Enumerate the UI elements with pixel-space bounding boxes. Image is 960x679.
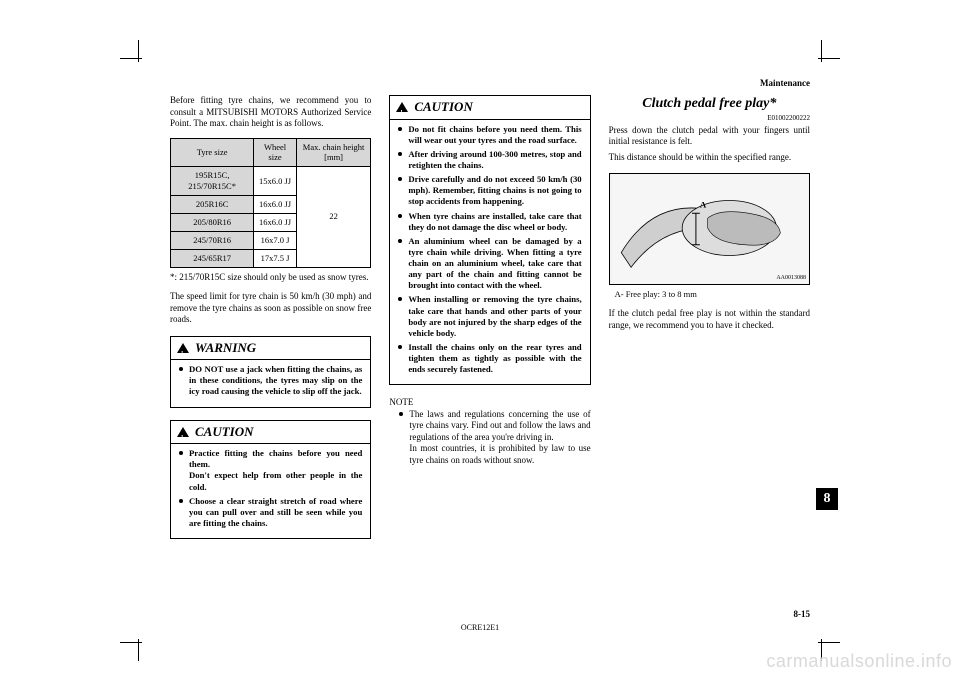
caution-item: When tyre chains are installed, take car… — [398, 211, 581, 233]
caution-box-2: CAUTION Do not fit chains before you nee… — [389, 95, 590, 385]
warning-item: DO NOT use a jack when fitting the chain… — [179, 364, 362, 397]
clutch-p1: Press down the clutch pedal with your fi… — [609, 125, 810, 148]
clutch-p2: This distance should be within the speci… — [609, 152, 810, 164]
clutch-svg: A — [610, 174, 809, 284]
note-text: The laws and regulations concerning the … — [409, 409, 590, 442]
cell: 205/80R16 — [171, 213, 254, 231]
speed-note: The speed limit for tyre chain is 50 km/… — [170, 291, 371, 326]
caution-item: Choose a clear straight stretch of road … — [179, 496, 362, 529]
caution-icon — [177, 427, 189, 437]
footer-doc-code: OCRE12E1 — [461, 623, 499, 633]
clutch-figure: A AA0013088 — [609, 173, 810, 285]
clutch-title: Clutch pedal free play* — [609, 95, 810, 113]
warning-title: WARNING — [195, 340, 256, 357]
caution-text: Practice fitting the chains before you n… — [189, 448, 362, 469]
caution-item: Practice fitting the chains before you n… — [179, 448, 362, 493]
intro-text: Before fitting tyre chains, we recommend… — [170, 95, 371, 130]
note-text: In most countries, it is prohibited by l… — [409, 443, 590, 465]
caution-item: When installing or removing the tyre cha… — [398, 294, 581, 339]
cell: 16x6.0 JJ — [254, 213, 297, 231]
caution-item: An aluminium wheel can be damaged by a t… — [398, 236, 581, 292]
caution-header: CAUTION — [390, 96, 589, 120]
figure-code: AA0013088 — [776, 275, 806, 283]
cell: 245/65R17 — [171, 249, 254, 267]
tyre-table: Tyre size Wheel size Max. chain height [… — [170, 138, 371, 268]
warning-box: WARNING DO NOT use a jack when fitting t… — [170, 336, 371, 408]
cell: 17x7.5 J — [254, 249, 297, 267]
svg-text:A: A — [699, 200, 706, 210]
th-height: Max. chain height [mm] — [296, 138, 371, 167]
caution-title: CAUTION — [414, 99, 473, 116]
cell: 195R15C, 215/70R15C* — [171, 167, 254, 196]
clutch-code: E01002200222 — [609, 114, 810, 123]
column-2: CAUTION Do not fit chains before you nee… — [389, 95, 590, 590]
caution-header: CAUTION — [171, 421, 370, 445]
note-item: The laws and regulations concerning the … — [399, 409, 590, 467]
caution-box-1: CAUTION Practice fitting the chains befo… — [170, 420, 371, 540]
column-1: Before fitting tyre chains, we recommend… — [170, 95, 371, 590]
caution-item: Drive carefully and do not exceed 50 km/… — [398, 174, 581, 207]
cell: 245/70R16 — [171, 231, 254, 249]
cell: 15x6.0 JJ — [254, 167, 297, 196]
warning-icon — [177, 343, 189, 353]
chapter-tab: 8 — [816, 488, 838, 510]
table-footnote: *: 215/70R15C size should only be used a… — [170, 272, 371, 284]
cell: 16x6.0 JJ — [254, 196, 297, 214]
watermark: carmanualsonline.info — [766, 650, 952, 673]
page-body: Before fitting tyre chains, we recommend… — [170, 95, 810, 590]
section-header: Maintenance — [760, 78, 810, 90]
note-label: NOTE — [389, 397, 590, 409]
caution-item: Install the chains only on the rear tyre… — [398, 342, 581, 375]
column-3: Clutch pedal free play* E01002200222 Pre… — [609, 95, 810, 590]
caution-icon — [396, 102, 408, 112]
caution-item: After driving around 100-300 metres, sto… — [398, 149, 581, 171]
warning-header: WARNING — [171, 337, 370, 361]
figure-caption: A- Free play: 3 to 8 mm — [615, 289, 810, 300]
caution-item: Do not fit chains before you need them. … — [398, 124, 581, 146]
clutch-p3: If the clutch pedal free play is not wit… — [609, 308, 810, 331]
th-tyre: Tyre size — [171, 138, 254, 167]
caution-text: Don't expect help from other people in t… — [189, 470, 362, 491]
cell: 205R16C — [171, 196, 254, 214]
caution-title: CAUTION — [195, 424, 254, 441]
cell: 16x7.0 J — [254, 231, 297, 249]
th-wheel: Wheel size — [254, 138, 297, 167]
cell-merged: 22 — [296, 167, 371, 267]
footer-page-number: 8-15 — [794, 609, 811, 621]
